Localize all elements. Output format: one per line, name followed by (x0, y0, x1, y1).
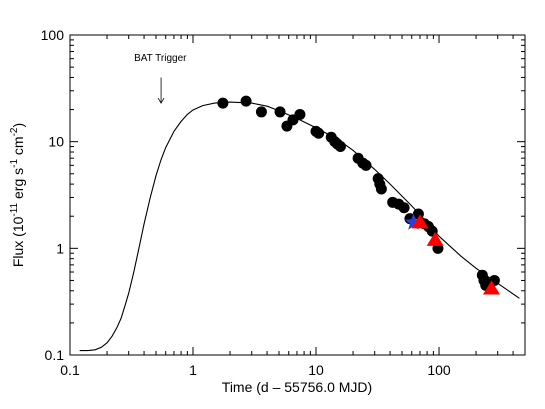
data-point-triangle (482, 280, 500, 295)
data-point-circle (294, 108, 306, 120)
data-point-circle (217, 97, 229, 109)
y-tick-label: 1 (56, 240, 64, 256)
model-curve (79, 101, 520, 352)
data-point-circle (255, 106, 267, 118)
y-axis-label: Flux (10-11 erg s-1 cm-2) (9, 123, 26, 267)
annotation-layer: BAT Trigger (134, 53, 187, 104)
y-tick-label: 100 (41, 27, 65, 43)
data-point-circle (334, 141, 346, 153)
y-tick-label: 10 (48, 134, 64, 150)
x-tick-label: 0.1 (60, 362, 80, 378)
data-point-circle (398, 202, 410, 214)
annotation-text: BAT Trigger (134, 53, 187, 64)
model-curve-layer (79, 101, 520, 352)
y-label-sup: -11 (9, 202, 20, 216)
axis-ticks: 0.1 1 10 100 0.1 1 10 100 (41, 27, 526, 378)
x-axis-label: Time (d – 55756.0 MJD) (222, 379, 372, 395)
data-point-circle (375, 183, 387, 195)
y-tick-label: 0.1 (45, 347, 65, 363)
data-point-circle (274, 106, 286, 118)
x-tick-label: 1 (189, 362, 197, 378)
annotation-arrow-head (157, 97, 165, 104)
data-point-star (404, 213, 422, 230)
y-label-sup: -2 (9, 127, 20, 136)
y-label-part: cm (10, 136, 26, 159)
data-point-circle (360, 159, 372, 171)
x-tick-label: 100 (427, 362, 451, 378)
data-point-circle (313, 127, 325, 139)
data-point-triangle (411, 214, 429, 229)
y-label-sup: -1 (9, 159, 20, 168)
data-point-circle (240, 95, 252, 107)
x-tick-label: 10 (308, 362, 324, 378)
data-points-layer (217, 95, 500, 295)
y-label-part: Flux (10 (10, 216, 26, 267)
plot-frame (69, 34, 526, 356)
data-point-triangle (426, 231, 444, 246)
y-label-part: ) (10, 123, 26, 128)
y-label-part: erg s (10, 168, 26, 203)
